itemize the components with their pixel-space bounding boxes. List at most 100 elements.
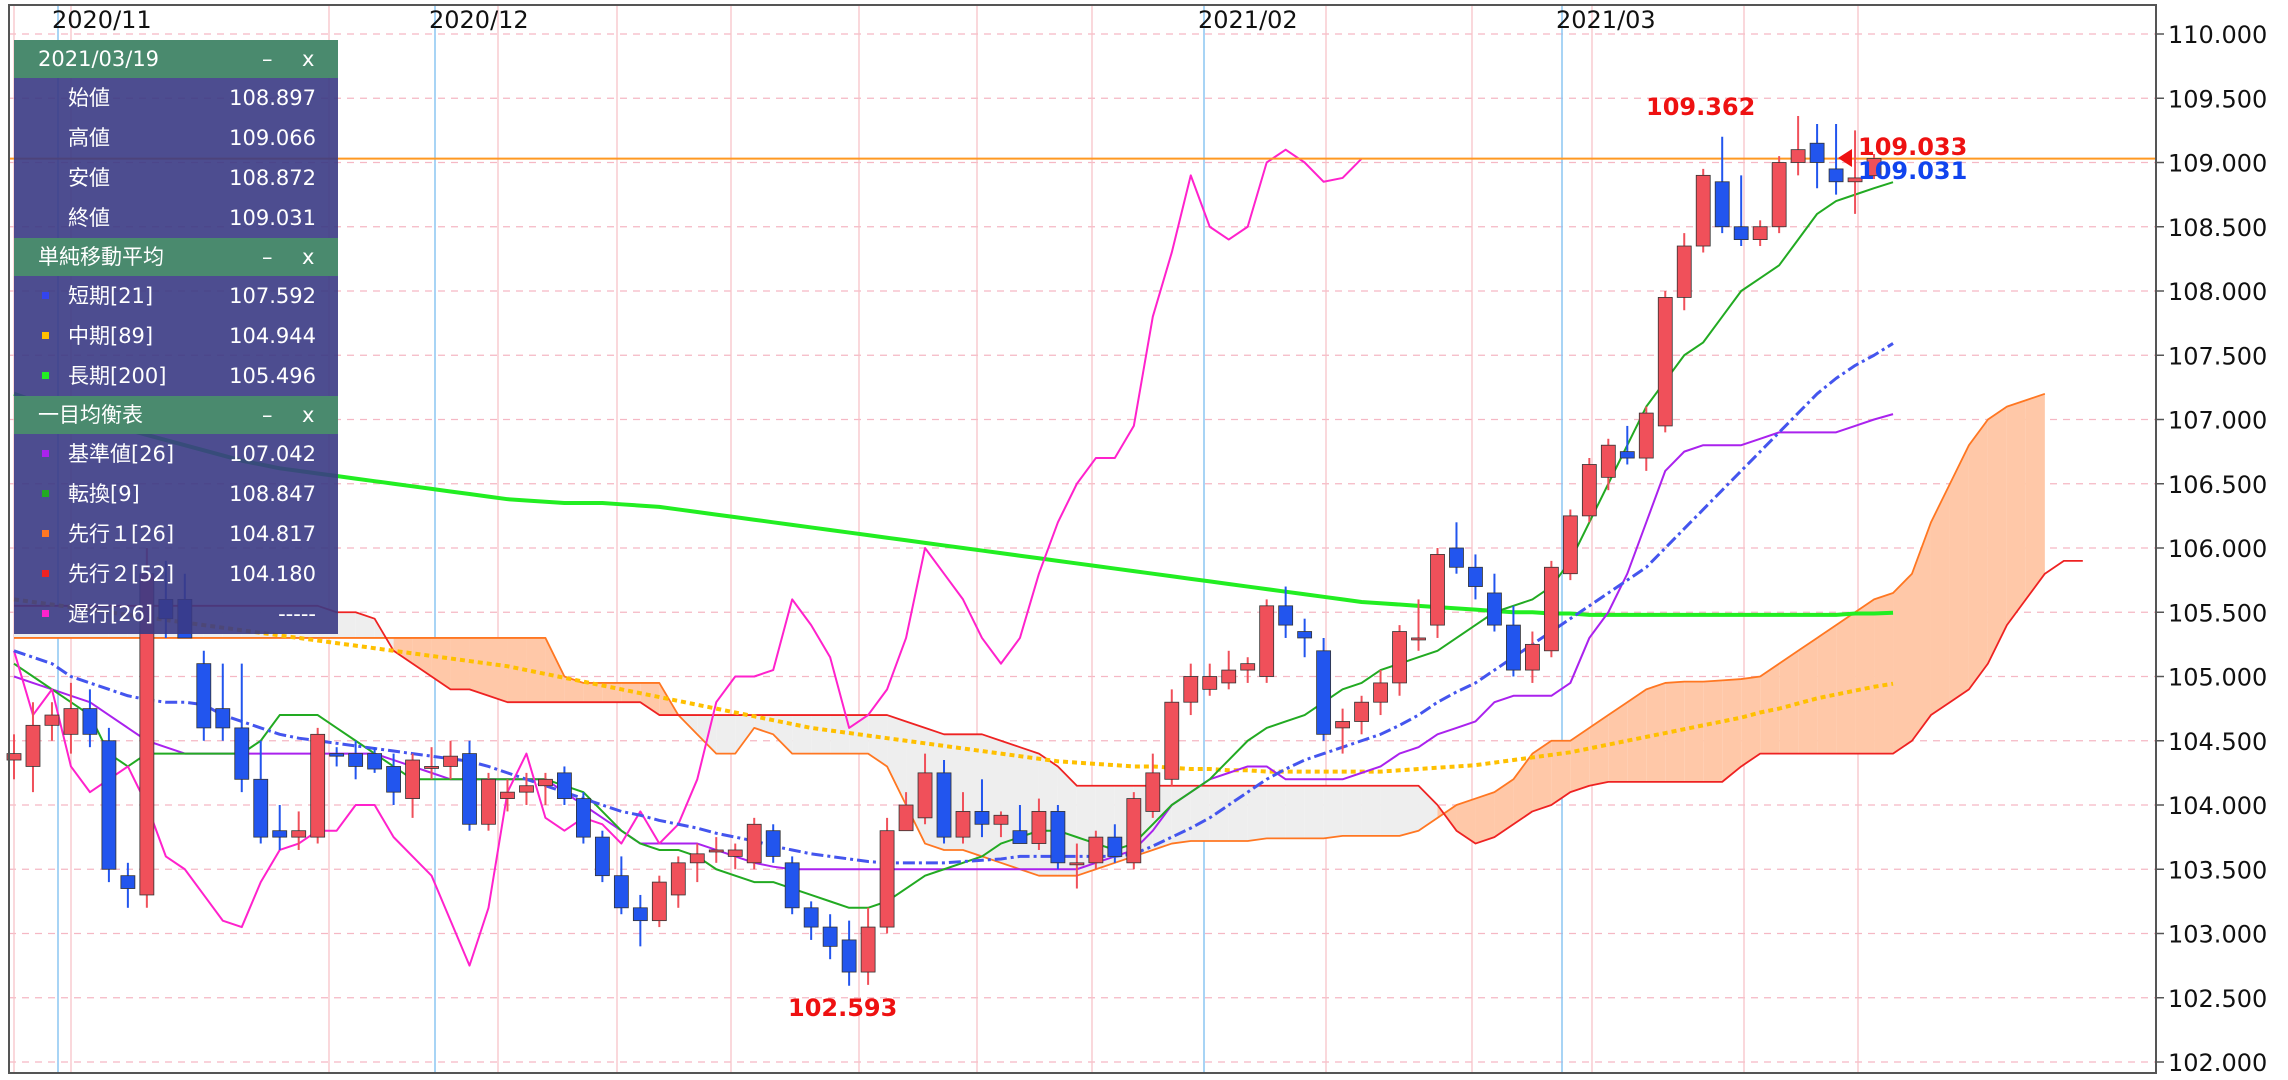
candle-body[interactable] (1145, 772, 1161, 812)
candle-body[interactable] (1525, 643, 1540, 671)
candle-body[interactable] (860, 926, 876, 973)
candle-body[interactable] (1733, 226, 1749, 240)
candle-body[interactable] (651, 881, 667, 922)
candle-body[interactable] (196, 663, 212, 729)
candle-body[interactable] (6, 753, 22, 761)
candle-body[interactable] (519, 785, 534, 793)
candle-body[interactable] (1752, 226, 1768, 240)
candle-body[interactable] (500, 791, 515, 799)
candle-body[interactable] (348, 753, 364, 767)
candle-body[interactable] (1676, 245, 1692, 298)
candle-body[interactable] (234, 727, 250, 780)
candle-body[interactable] (1373, 682, 1388, 703)
candle-body[interactable] (1657, 297, 1673, 427)
ohlc-close-button[interactable]: x (302, 47, 315, 71)
candle-body[interactable] (291, 830, 307, 838)
candlesticks[interactable] (6, 115, 1882, 986)
candle-body[interactable] (1126, 798, 1142, 864)
candle-body[interactable] (1392, 631, 1407, 684)
sma-close-button[interactable]: x (302, 245, 315, 269)
candle-body[interactable] (576, 798, 591, 838)
candle-body[interactable] (1354, 701, 1369, 722)
candle-body[interactable] (386, 766, 402, 793)
candle-body[interactable] (784, 862, 800, 909)
candle-body[interactable] (1828, 168, 1844, 183)
candle-body[interactable] (1790, 149, 1806, 163)
candle-body[interactable] (993, 814, 1009, 825)
candle-body[interactable] (1809, 142, 1825, 163)
candle-body[interactable] (25, 724, 41, 767)
candle-body[interactable] (1278, 605, 1294, 626)
candle-body[interactable] (1638, 412, 1654, 459)
candle-body[interactable] (1240, 663, 1256, 671)
candle-body[interactable] (974, 811, 990, 825)
candle-body[interactable] (253, 778, 269, 838)
candle-body[interactable] (215, 708, 231, 729)
candle-body[interactable] (708, 849, 724, 853)
ichimoku-minimize-button[interactable]: – (262, 403, 273, 427)
candle-body[interactable] (1297, 631, 1313, 639)
candle-body[interactable] (1164, 701, 1180, 780)
candle-body[interactable] (1316, 650, 1332, 735)
candle-body[interactable] (63, 708, 79, 735)
candle-body[interactable] (1050, 811, 1066, 864)
candle-body[interactable] (1866, 158, 1882, 177)
candle-body[interactable] (405, 759, 420, 799)
candle-body[interactable] (557, 772, 572, 799)
sma-minimize-button[interactable]: – (262, 245, 273, 269)
candle-body[interactable] (1430, 554, 1445, 626)
ohlc-minimize-button[interactable]: – (262, 47, 273, 71)
candle-body[interactable] (746, 823, 762, 864)
candle-body[interactable] (1468, 566, 1483, 587)
candle-body[interactable] (329, 753, 345, 757)
candle-body[interactable] (44, 714, 60, 726)
candle-body[interactable] (955, 811, 971, 838)
candle-body[interactable] (1107, 836, 1123, 857)
candle-body[interactable] (1221, 669, 1237, 684)
candle-body[interactable] (1012, 830, 1028, 844)
candle-body[interactable] (670, 862, 686, 896)
candle-body[interactable] (367, 753, 383, 770)
candle-body[interactable] (1619, 451, 1635, 459)
candle-body[interactable] (1714, 181, 1730, 228)
candle-body[interactable] (689, 853, 705, 864)
candle-body[interactable] (727, 849, 743, 857)
candle-body[interactable] (803, 907, 819, 928)
candle-body[interactable] (272, 830, 288, 838)
candle-body[interactable] (1069, 862, 1085, 866)
candle-body[interactable] (1449, 547, 1464, 568)
candle-body[interactable] (1088, 836, 1104, 864)
candle-body[interactable] (841, 939, 857, 973)
candle-body[interactable] (1506, 624, 1521, 671)
ichimoku-close-button[interactable]: x (302, 403, 315, 427)
candle-body[interactable] (1335, 721, 1350, 729)
candle-body[interactable] (917, 772, 933, 819)
candle-body[interactable] (424, 766, 439, 769)
candle-body[interactable] (898, 804, 914, 832)
candle-body[interactable] (1771, 162, 1787, 228)
candle-body[interactable] (1600, 444, 1616, 478)
candle-body[interactable] (443, 755, 458, 767)
candle-body[interactable] (1259, 605, 1275, 677)
candle-body[interactable] (613, 875, 629, 909)
candle-body[interactable] (936, 772, 952, 838)
candle-body[interactable] (120, 875, 136, 889)
candle-body[interactable] (822, 926, 838, 947)
candle-body[interactable] (1031, 811, 1047, 844)
candle-body[interactable] (101, 740, 117, 870)
candle-body[interactable] (538, 778, 553, 787)
candle-body[interactable] (1847, 177, 1863, 183)
candle-body[interactable] (632, 907, 648, 922)
candle-body[interactable] (82, 708, 98, 735)
candle-body[interactable] (481, 778, 496, 825)
candle-body[interactable] (1562, 515, 1578, 575)
candle-body[interactable] (879, 830, 895, 928)
candle-body[interactable] (1581, 464, 1597, 517)
candle-body[interactable] (1543, 566, 1559, 652)
candle-body[interactable] (765, 830, 781, 857)
candle-body[interactable] (1487, 592, 1502, 626)
candle-body[interactable] (1202, 676, 1218, 690)
candle-body[interactable] (1183, 676, 1199, 703)
candle-body[interactable] (1411, 637, 1426, 641)
